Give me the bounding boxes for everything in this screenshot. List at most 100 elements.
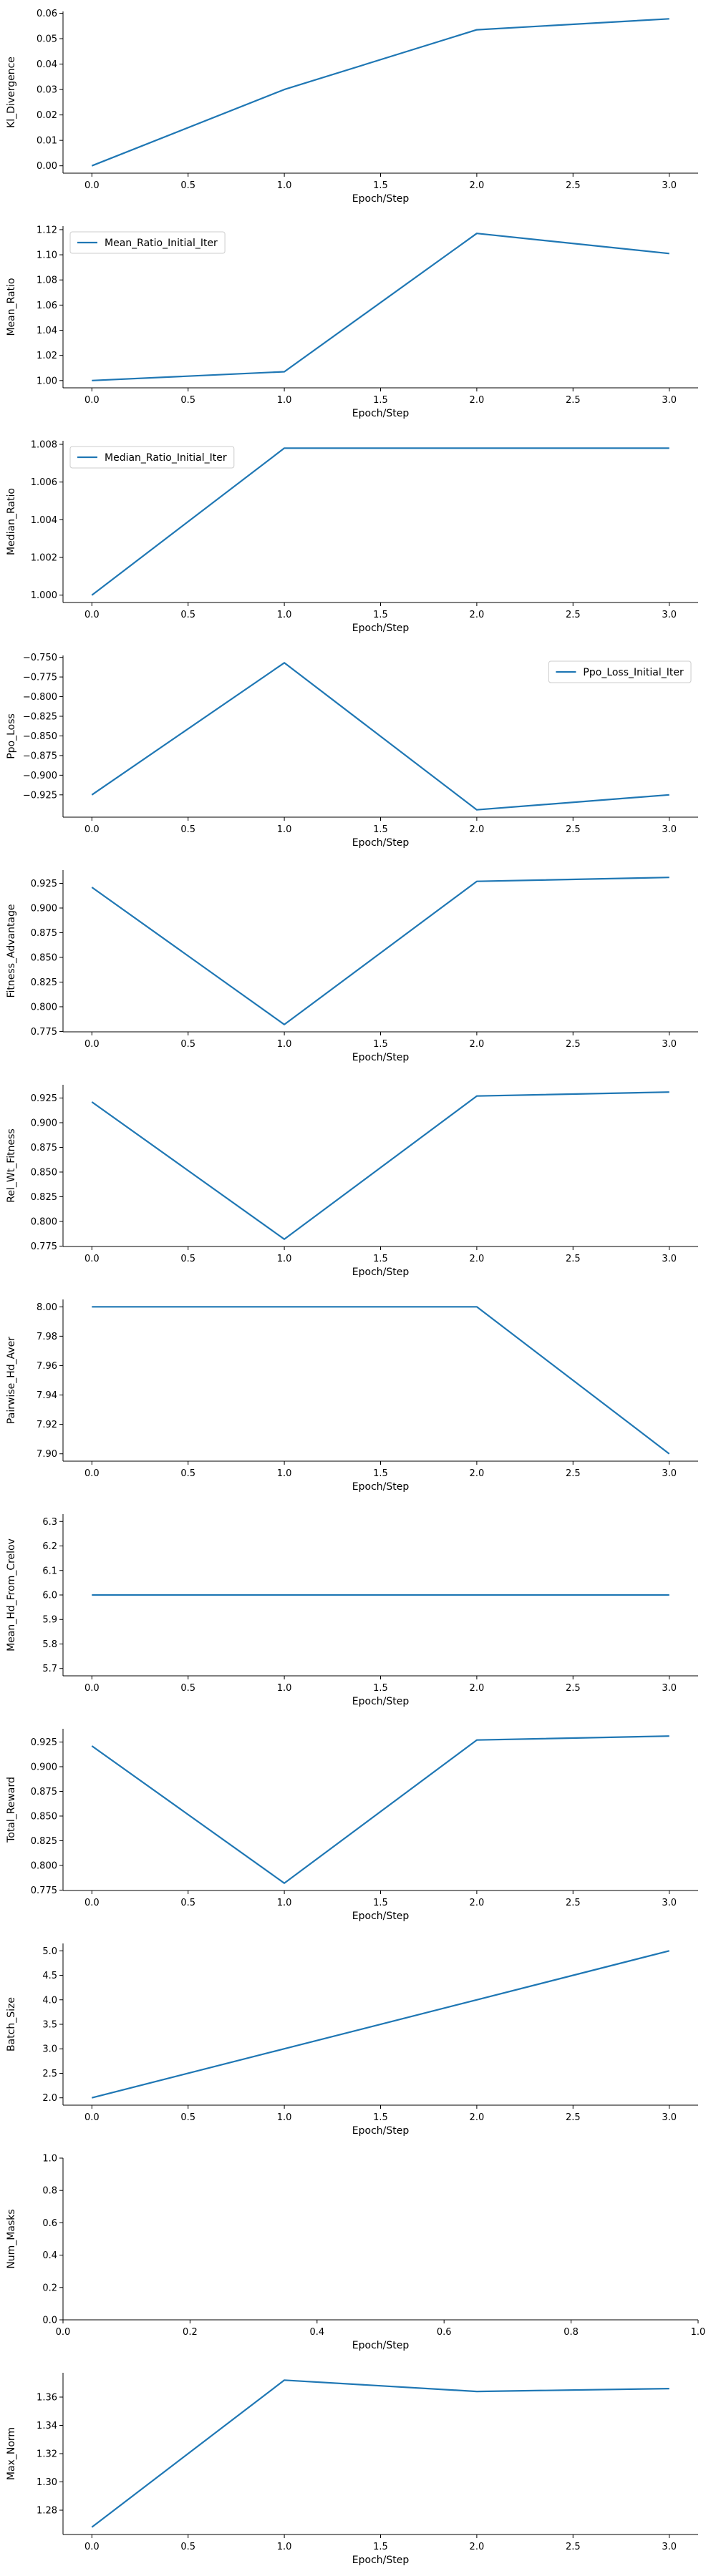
x-tick-label: 0.5 (180, 824, 195, 835)
x-tick-label: 1.0 (277, 2112, 292, 2123)
x-tick-label: 2.0 (470, 824, 485, 835)
y-tick-label: 1.006 (31, 477, 57, 488)
y-tick-label: −0.875 (23, 751, 57, 761)
x-tick-label: 2.5 (566, 1254, 581, 1264)
x-tick-label: 2.0 (470, 610, 485, 620)
y-tick-label: 0.02 (37, 110, 57, 121)
chart-panel-9: 0.0 0.5 1.0 1.5 2.0 2.5 3.0 2.0 2.5 3.0 3.5 4.0 4.5 5… (6, 1943, 698, 2137)
y-tick-label: 0.775 (31, 1885, 57, 1896)
x-tick-label: 1.0 (277, 1468, 292, 1479)
chart-panel-0: 0.0 0.5 1.0 1.5 2.0 2.5 3.0 0.00 0.01 0.02 0.03 0.0… (6, 9, 698, 205)
x-tick-label: 2.0 (470, 2542, 485, 2552)
y-tick-label: 1.32 (37, 2449, 57, 2460)
y-tick-label: 6.3 (42, 1517, 57, 1528)
x-tick-label: 2.0 (470, 2112, 485, 2123)
legend: Mean_Ratio_Initial_Iter (69, 231, 226, 254)
x-tick-label: 0.0 (56, 2327, 71, 2338)
y-tick-label: 0.4 (42, 2250, 57, 2261)
x-tick-label: 0.5 (180, 1039, 195, 1050)
x-tick-label: 0.5 (180, 2542, 195, 2552)
y-tick-label: 3.5 (42, 2020, 57, 2031)
y-axis-label: Ppo_Loss (6, 713, 17, 759)
x-tick-label: 2.0 (470, 1254, 485, 1264)
x-tick-label: 2.5 (566, 1039, 581, 1050)
y-tick-label: 5.0 (42, 1946, 57, 1957)
y-tick-label: −0.850 (23, 731, 57, 742)
x-tick-label: 0.0 (84, 1039, 100, 1050)
x-tick-label: 0.5 (180, 1898, 195, 1908)
x-tick-label: 0.0 (84, 2542, 100, 2552)
x-tick-label: 2.5 (566, 180, 581, 191)
x-tick-label: 0.5 (180, 1254, 195, 1264)
y-tick-label: 1.06 (37, 301, 57, 311)
x-tick-label: 0.0 (84, 610, 100, 620)
x-tick-label: 2.0 (470, 395, 485, 406)
y-axis-label: Batch_Size (6, 1997, 17, 2051)
x-tick-label: 0.0 (84, 1468, 100, 1479)
x-tick-label: 1.5 (373, 395, 388, 406)
x-tick-label: 1.5 (373, 1683, 388, 1694)
x-axis-label: Epoch/Step (352, 193, 410, 205)
y-axis-label: Rel_Wt_Fitness (6, 1128, 17, 1202)
x-tick-label: 0.5 (180, 395, 195, 406)
y-tick-label: 1.12 (37, 225, 57, 235)
y-tick-label: 7.96 (37, 1361, 57, 1372)
x-tick-label: 0.8 (563, 2327, 579, 2338)
x-tick-label: 1.5 (373, 180, 388, 191)
y-tick-label: 0.875 (31, 928, 57, 939)
y-tick-label: 0.900 (31, 903, 57, 914)
x-tick-label: 0.0 (84, 1898, 100, 1908)
y-tick-label: 0.825 (31, 977, 57, 988)
legend-label: Ppo_Loss_Initial_Iter (583, 667, 684, 678)
y-tick-label: 7.90 (37, 1449, 57, 1460)
y-tick-label: 1.008 (31, 440, 57, 451)
y-axis-label: Fitness_Advantage (6, 904, 17, 997)
x-tick-label: 2.0 (470, 1468, 485, 1479)
x-tick-label: 0.5 (180, 1468, 195, 1479)
x-axis-label: Epoch/Step (352, 2340, 410, 2351)
x-tick-label: 0.4 (309, 2327, 324, 2338)
y-tick-label: −0.800 (23, 692, 57, 703)
x-tick-label: 1.0 (277, 610, 292, 620)
y-tick-label: 1.02 (37, 351, 57, 361)
x-tick-label: 1.0 (277, 1039, 292, 1050)
y-tick-label: 0.05 (37, 34, 57, 45)
y-tick-label: 4.0 (42, 1995, 57, 2006)
x-axis-label: Epoch/Step (352, 1481, 410, 1493)
legend-label: Mean_Ratio_Initial_Iter (105, 238, 218, 249)
y-tick-label: 1.00 (37, 376, 57, 386)
series-line (91, 2379, 669, 2528)
chart-panel-4: 0.0 0.5 1.0 1.5 2.0 2.5 3.0 0.775 0.800 0.825 0.85… (6, 870, 698, 1063)
series-line (91, 18, 669, 167)
x-tick-label: 0.5 (180, 610, 195, 620)
x-tick-label: 2.5 (566, 1898, 581, 1908)
chart-panel-8: 0.0 0.5 1.0 1.5 2.0 2.5 3.0 0.775 0.800 0.825 0.85… (6, 1729, 698, 1922)
y-tick-label: 0.825 (31, 1192, 57, 1203)
y-tick-label: 2.0 (42, 2093, 57, 2104)
x-tick-label: 1.0 (277, 2542, 292, 2552)
series-line (92, 1950, 669, 2099)
y-tick-label: 0.800 (31, 1002, 57, 1013)
x-axis-label: Epoch/Step (352, 1267, 410, 1278)
x-axis-label: Epoch/Step (352, 2125, 410, 2137)
x-tick-label: 0.0 (84, 180, 100, 191)
y-tick-label: −0.825 (23, 711, 57, 722)
x-axis-label: Epoch/Step (352, 1052, 410, 1063)
x-tick-label: 1.0 (277, 1683, 292, 1694)
x-tick-label: 3.0 (662, 2542, 677, 2552)
x-tick-label: 1.5 (373, 1468, 388, 1479)
y-tick-label: 0.00 (37, 161, 57, 172)
legend-box (69, 231, 226, 254)
series-line (91, 662, 669, 811)
series-line (91, 877, 669, 1025)
x-tick-label: 1.5 (373, 2112, 388, 2123)
y-axis-label: Mean_Ratio (6, 278, 17, 336)
y-tick-label: −0.900 (23, 771, 57, 781)
x-tick-label: 1.5 (373, 1898, 388, 1908)
x-tick-label: 1.5 (373, 1039, 388, 1050)
y-tick-label: 2.5 (42, 2069, 57, 2079)
x-tick-label: 1.0 (691, 2327, 706, 2338)
legend-label: Median_Ratio_Initial_Iter (105, 452, 227, 464)
x-tick-label: 2.5 (566, 395, 581, 406)
y-tick-label: 0.6 (42, 2218, 57, 2229)
